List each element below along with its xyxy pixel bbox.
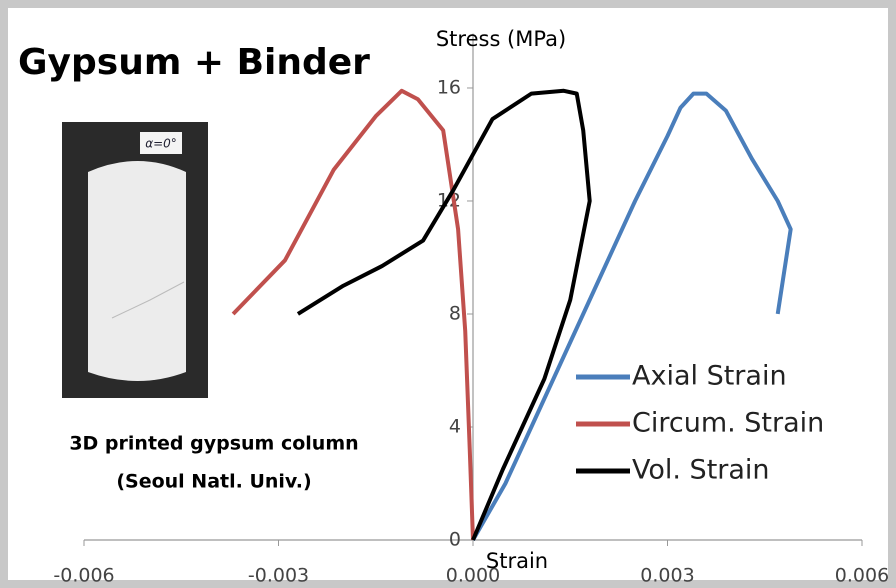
y-tick-label: 8 [449,302,461,324]
x-tick-label: -0.003 [248,565,309,587]
series-line [296,88,592,541]
photo: α=0° [62,122,208,398]
legend-label: Axial Strain [632,361,787,392]
x-tick-label: 0.003 [640,565,694,587]
photo-cylinder [88,161,186,381]
legend-label: Circum. Strain [632,408,824,439]
y-axis-title: Stress (MPa) [436,27,566,51]
x-tick-label: 0.006 [835,565,889,587]
caption-line: (Seoul Natl. Univ.) [116,471,311,493]
chart-title: Gypsum + Binder [18,42,370,83]
caption-line: 3D printed gypsum column [69,433,358,455]
photo-label: α=0° [145,137,177,151]
photo-crack [111,281,185,319]
x-tick-label: 0.000 [446,565,500,587]
y-tick-label: 0 [449,529,461,551]
y-tick-label: 16 [437,76,461,98]
legend-label: Vol. Strain [632,455,770,486]
photo-tag [140,132,182,154]
x-tick-label: -0.006 [53,565,114,587]
x-axis-title: Strain [486,549,548,573]
series-line [231,88,475,541]
series-line [471,91,793,541]
y-tick-label: 4 [449,415,461,437]
